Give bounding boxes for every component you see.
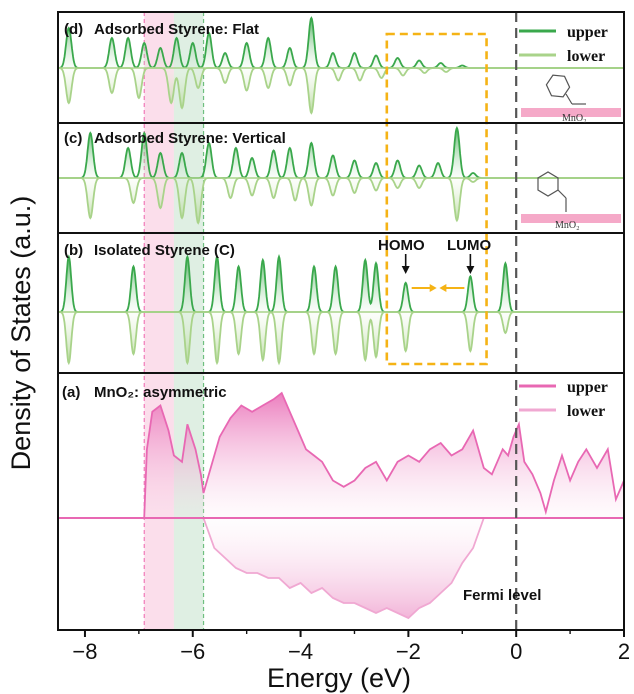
fermi-level-label: Fermi level [463,587,541,604]
legend-lower-label: lower [567,48,605,65]
panel-b-title: Isolated Styrene (C) [94,242,235,259]
legend-upper-label: upper [567,24,608,41]
homo-lumo-box [385,32,488,366]
panel-c-title: Adsorbed Styrene: Vertical [94,130,286,147]
gap-arrow-right-head [429,284,437,292]
x-tick-label-3: −2 [396,639,421,664]
lumo-arrow-head [466,266,475,274]
legend-mno2-lower-label: lower [567,403,605,420]
panel-a-upper-fill [144,393,624,518]
panel-b-lower-line [58,311,624,366]
panel-a-lower-line [202,517,485,620]
legend-mno2-upper-label: upper [567,379,608,396]
x-tick-label-5: 2 [618,639,630,664]
lumo-label: LUMO [447,237,491,254]
mno2-slab-vertical [521,214,621,223]
panel-a-lower-fill [203,518,484,618]
homo-label: HOMO [378,237,425,254]
x-tick-label-4: 0 [510,639,522,664]
panel-d-label: (d) [64,21,83,38]
legend-mno2: upper lower [519,379,608,420]
plot-area [57,11,625,637]
legend-styrene: upper lower [519,24,608,65]
gap-arrow-left-head [439,284,447,292]
highlight-band-0 [144,12,174,630]
panel-b-upper-line [58,254,624,313]
panel-d-lower-line [58,67,624,115]
panel-d-title: Adsorbed Styrene: Flat [94,21,259,38]
x-tick-label-1: −6 [180,639,205,664]
panel-d-upper-fill [58,18,624,68]
y-axis-title: Density of States (a.u.) [6,196,36,471]
mno2-slab-flat [521,108,621,117]
highlight-bands [143,12,205,630]
styrene-flat-inset: MnO₂ [521,74,621,124]
x-tick-label-2: −4 [288,639,313,664]
panel-c-label: (c) [64,130,82,147]
x-tick-labels: −8 −6 −4 −2 0 2 [72,639,630,664]
panel-a-title: MnO₂: asymmetric [94,384,227,401]
mno2-label-flat: MnO₂ [562,113,587,124]
mno2-label-vertical: MnO₂ [555,220,580,231]
panel-d-lower-fill [58,68,624,113]
styrene-vertical-inset: MnO₂ [521,171,621,231]
panel-a-label: (a) [62,384,80,401]
panel-b-label: (b) [64,242,83,259]
x-tick-label-0: −8 [72,639,97,664]
homo-arrow-head [401,266,410,274]
panel-a-frame [57,372,625,631]
x-axis-title: Energy (eV) [267,663,411,693]
panel-a-upper-line [143,391,625,519]
